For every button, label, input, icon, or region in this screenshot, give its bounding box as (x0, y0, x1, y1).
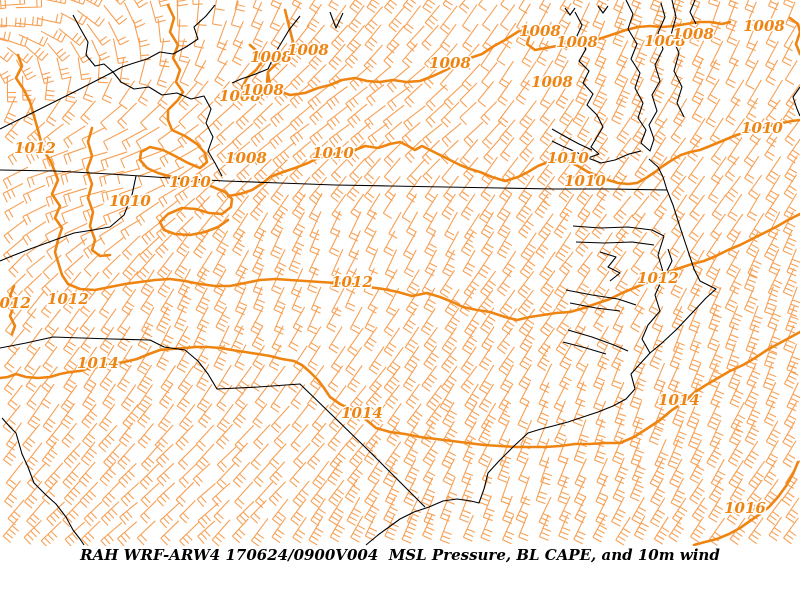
geo-outline (0, 175, 137, 262)
contour-label: 1008 (644, 32, 686, 50)
isobar-1012 (14, 53, 800, 322)
isobar-1014 (0, 330, 800, 449)
geo-outline (329, 11, 344, 29)
contour-label: 1010 (547, 149, 589, 167)
geo-outline (1, 417, 85, 546)
isobar-1010 (85, 126, 112, 258)
isobar-1008 (788, 16, 800, 56)
contour-label: 1008 (556, 33, 598, 51)
isobar-1008 (240, 43, 272, 99)
geo-outline (792, 86, 800, 117)
geo-outline (112, 71, 223, 177)
contour-label: 1008 (429, 54, 471, 72)
contour-label: 1008 (219, 87, 261, 105)
contour-label: 1008 (743, 17, 785, 35)
isobar-1008 (265, 8, 732, 97)
isobar-1010 (226, 118, 800, 198)
contour-label: 1008 (287, 41, 329, 59)
isobar-1012 (8, 284, 17, 336)
geo-outline (0, 71, 114, 130)
geo-outline (564, 5, 609, 16)
contour-label: 1010 (169, 173, 211, 191)
contour-label: 1012 (331, 273, 373, 291)
contour-label: 1012 (637, 269, 679, 287)
geo-outline (0, 336, 426, 508)
geo-outline (670, 0, 685, 118)
contour-label: 1016 (724, 499, 766, 517)
contour-label: 1008 (225, 149, 267, 167)
geo-outline (231, 15, 301, 84)
contour-label: 1014 (77, 354, 119, 372)
geo-outline (551, 11, 668, 191)
isobar-1010 (138, 3, 234, 237)
isobar-1016 (692, 460, 800, 546)
contour-label: 1010 (109, 192, 151, 210)
contour-label: 1008 (519, 22, 561, 40)
geo-outline (112, 4, 216, 73)
geo-outline (365, 189, 717, 546)
map-title: RAH WRF-ARW4 170624/0900V004 MSL Pressur… (80, 546, 720, 564)
contour-label: 1012 (14, 139, 56, 157)
contour-label: 1008 (242, 81, 284, 99)
contour-label: 1014 (658, 391, 700, 409)
contour-label: 1010 (564, 172, 606, 190)
geo-outline (625, 0, 666, 152)
geo-outline (689, 0, 697, 25)
geo-outline (0, 169, 668, 191)
contour-label: 1008 (672, 25, 714, 43)
geo-outlines (0, 0, 800, 546)
contour-label: 1010 (741, 119, 783, 137)
contour-label: 1010 (312, 144, 354, 162)
contour-label: 1012 (0, 294, 31, 312)
contour-label: 1008 (250, 48, 292, 66)
geo-outline (562, 225, 673, 355)
contour-label: 1012 (47, 290, 89, 308)
isobar-contours (0, 3, 800, 546)
geo-outline (72, 14, 114, 73)
contour-label: 1008 (531, 73, 573, 91)
contour-label: 1014 (341, 404, 383, 422)
